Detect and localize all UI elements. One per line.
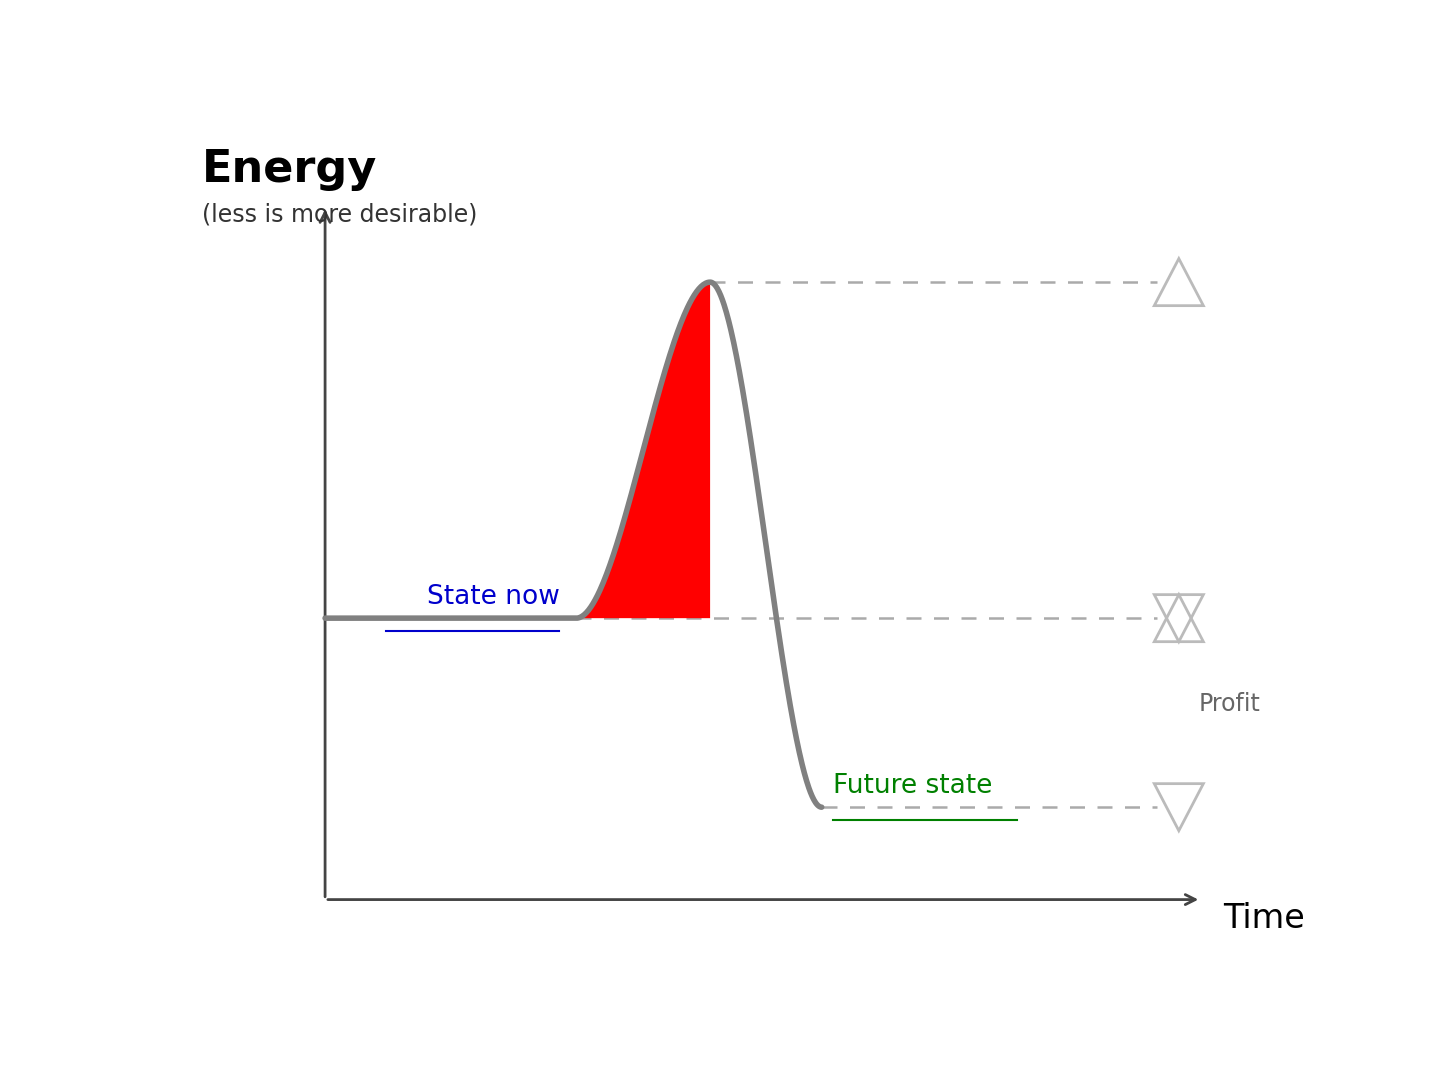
Text: Time: Time: [1224, 902, 1305, 935]
Polygon shape: [576, 283, 710, 619]
Text: Energy: Energy: [202, 147, 377, 191]
Text: Future state: Future state: [832, 772, 992, 799]
Text: Profit: Profit: [1200, 693, 1261, 717]
Text: State now: State now: [426, 584, 559, 610]
Text: (less is more desirable): (less is more desirable): [202, 202, 478, 226]
